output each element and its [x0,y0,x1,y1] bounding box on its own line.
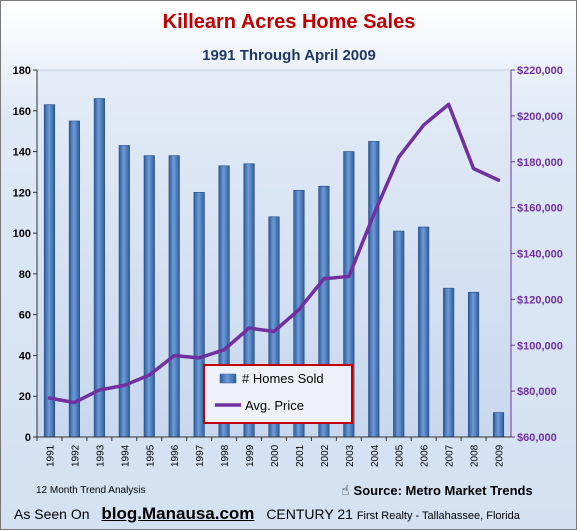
price-point-2006 [422,123,426,127]
left-tick-label: 160 [13,106,31,118]
price-point-1991 [47,396,51,400]
bar-2009 [492,412,505,438]
price-point-2009 [497,178,501,182]
price-point-1997 [197,356,201,360]
price-point-1995 [147,373,151,377]
x-tick-label: 1998 [220,444,231,467]
right-tick-label: $160,000 [517,203,563,215]
x-axis-ticks: 1991 1992 1993 1994 1995 1996 1997 1998 1999 2000… [36,437,506,467]
legend-line-label: Avg. Price [245,398,304,413]
x-tick-label: 2001 [295,444,306,467]
right-tick-label: $60,000 [517,432,557,444]
x-tick-label: 1992 [70,444,81,467]
x-tick-label: 1995 [145,444,156,467]
price-point-1999 [247,326,251,330]
chart-subtitle: 1991 Through April 2009 [202,47,376,64]
right-tick-label: $200,000 [517,111,563,123]
price-point-2003 [347,274,351,278]
source-line: ☝ Source: Metro Market Trends [341,482,533,499]
x-tick-label: 2008 [470,444,481,467]
realty-text: First Realty - Tallahassee, Florida [356,510,520,522]
legend-bar-label: # Homes Sold [242,371,324,386]
bar-2008 [468,291,480,438]
left-tick-label: 80 [19,269,31,281]
left-tick-label: 120 [13,187,31,199]
bar-2005 [393,230,405,438]
right-tick-label: $140,000 [517,249,563,261]
left-tick-label: 140 [13,147,31,159]
left-tick-label: 0 [25,432,31,444]
left-tick-label: 60 [19,310,31,322]
bar-2004 [368,141,380,438]
bar-1992 [68,120,80,438]
chart-title: Killearn Acres Home Sales [163,11,416,33]
left-tick-label: 180 [13,65,31,77]
bar-2006 [418,226,430,438]
bar-1996 [168,155,180,438]
right-tick-label: $80,000 [517,386,557,398]
right-axis-ticks: $60,000 $80,000 $100,000 $120,000 $140,000 $1… [511,65,563,444]
blog-link[interactable]: blog.Manausa.com [101,504,255,523]
x-tick-label: 1993 [95,444,106,467]
x-tick-label: 2009 [495,444,506,467]
legend: # Homes Sold Avg. Price [203,364,353,424]
bar-1993 [93,98,105,438]
x-tick-label: 2007 [445,444,456,467]
left-tick-label: 20 [19,391,31,403]
price-point-1998 [222,348,226,352]
bar-1991 [43,104,56,438]
price-point-1996 [172,354,176,358]
right-tick-label: $120,000 [517,294,563,306]
left-tick-label: 100 [13,228,31,240]
price-point-2002 [322,277,326,281]
right-tick-label: $100,000 [517,340,563,352]
legend-bar-swatch [219,373,237,384]
bar-1995 [143,155,155,438]
as-seen-on: As Seen On [14,506,90,522]
bar-1997 [193,192,205,438]
x-tick-label: 2005 [395,444,406,467]
footer-bar: As Seen On blog.Manausa.com CENTURY 21 F… [14,504,520,524]
bar-2007 [443,287,455,438]
x-tick-label: 2000 [270,444,281,467]
left-tick-label: 40 [19,350,31,362]
price-point-2005 [397,155,401,159]
pointing-hand-icon: ☝ [341,482,350,498]
right-tick-label: $220,000 [517,65,563,77]
price-line-series [47,102,501,405]
x-tick-label: 1997 [195,444,206,467]
price-point-2000 [272,329,276,333]
x-tick-label: 2002 [320,444,331,467]
price-point-2001 [297,308,301,312]
price-point-2004 [372,213,376,217]
x-tick-label: 1994 [120,444,131,467]
left-axis-ticks: 0 20 40 60 80 100 120 140 160 180 [13,65,37,444]
x-tick-label: 2003 [345,444,356,467]
century-brand: CENTURY 21 [266,506,353,522]
price-point-2008 [472,167,476,171]
right-tick-label: $180,000 [517,157,563,169]
price-point-2007 [447,102,451,106]
x-tick-label: 1999 [245,444,256,467]
x-tick-label: 1991 [45,444,56,467]
bar-1994 [118,145,130,438]
x-tick-label: 1996 [170,444,181,467]
x-tick-label: 2004 [370,444,381,467]
source-text: Source: Metro Market Trends [353,483,533,498]
price-point-1994 [122,383,126,387]
x-tick-label: 2006 [420,444,431,467]
trend-note: 12 Month Trend Analysis [36,485,146,496]
price-point-1992 [72,401,76,405]
price-point-1993 [97,388,101,392]
